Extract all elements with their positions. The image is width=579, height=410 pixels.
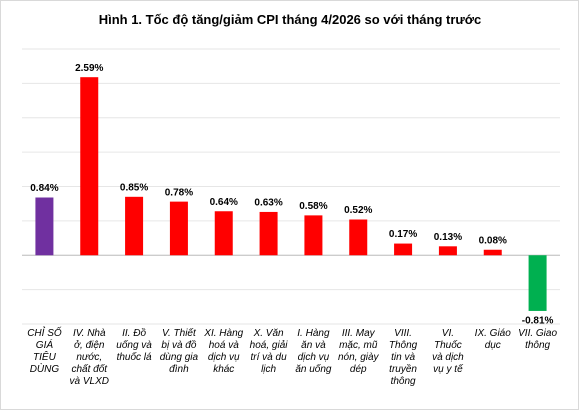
- value-label: 0.78%: [165, 187, 193, 198]
- x-tick-label: VI. Thuốc và dịch vụ y tế: [432, 328, 464, 375]
- x-tick-label: V. Thiết bị và đồ dùng gia đình: [160, 327, 199, 375]
- x-tick-label: III. May mặc, mũ nón, giày dép: [338, 328, 380, 375]
- value-label: 0.64%: [210, 197, 238, 208]
- bar: [35, 197, 54, 256]
- value-label: 0.84%: [30, 183, 58, 194]
- value-label: 0.63%: [254, 198, 282, 209]
- chart-title: Hình 1. Tốc độ tăng/giảm CPI tháng 4/202…: [99, 12, 482, 27]
- bar: [214, 211, 233, 256]
- x-tick-label: I. Hàng ăn và dịch vụ ăn uống: [295, 328, 332, 375]
- bar: [438, 246, 457, 256]
- x-tick-label: VIII. Thông tin và truyền thông: [389, 328, 418, 387]
- bar: [125, 196, 144, 256]
- x-tick-label: XI. Hàng hoá và dịch vụ khác: [203, 328, 243, 375]
- value-label: 0.13%: [434, 232, 462, 243]
- value-label: 0.85%: [120, 182, 148, 193]
- bar: [394, 243, 413, 256]
- value-label: 0.08%: [479, 235, 507, 246]
- bar: [349, 219, 368, 256]
- bar: [259, 211, 278, 256]
- bar: [528, 255, 547, 311]
- x-tick-label: X. Văn hoá, giải trí và du lịch: [250, 328, 289, 375]
- value-label: 0.58%: [299, 201, 327, 212]
- bar: [169, 201, 188, 256]
- bar: [304, 215, 323, 256]
- bar: [80, 77, 99, 256]
- value-label: 2.59%: [75, 63, 103, 74]
- bar: [483, 249, 502, 256]
- x-tick-label: IV. Nhà ở, điện nước, chất đốt và VLXD: [70, 328, 109, 387]
- value-label: -0.81%: [522, 316, 554, 327]
- x-tick-label: CHỈ SỐ GIÁ TIÊU DÙNG: [27, 326, 62, 375]
- value-label: 0.52%: [344, 205, 372, 216]
- x-tick-label: II. Đồ uống và thuốc lá: [116, 327, 152, 363]
- value-label: 0.17%: [389, 229, 417, 240]
- x-tick-label: VII. Giao thông: [518, 328, 557, 351]
- x-tick-label: IX. Giáo dục: [475, 328, 512, 351]
